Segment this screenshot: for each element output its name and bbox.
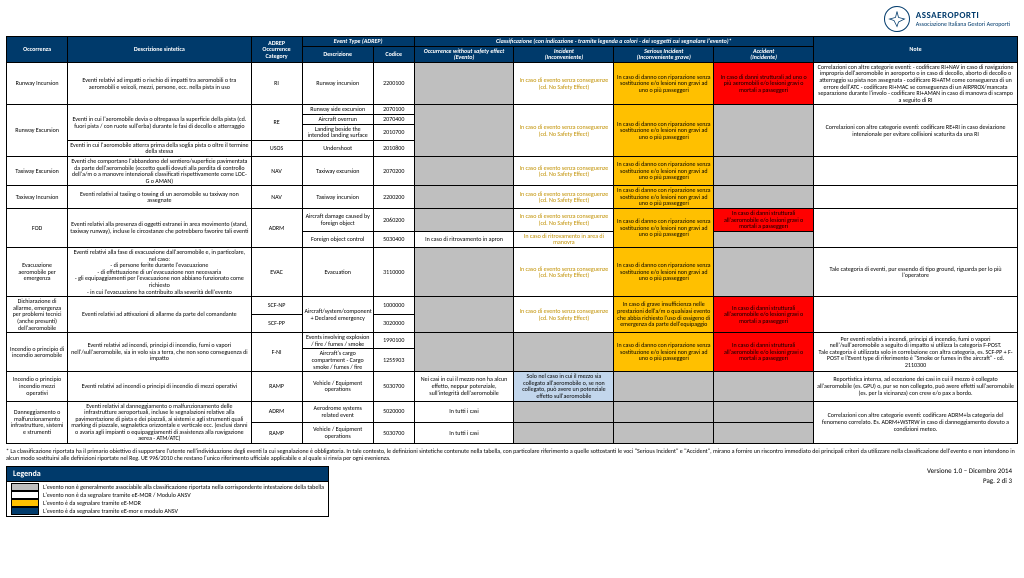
row-infra: Danneggiamento o malfunzionamento infras… (7, 401, 1018, 422)
legend-swatch (11, 491, 39, 499)
legend: Legenda L'evento non è generalmente asso… (6, 466, 329, 517)
th-occorrenza: Occorrenza (7, 37, 68, 63)
brand-subtitle: Associazione Italiana Gestori Aeroporti (916, 21, 1010, 28)
legend-swatch (11, 507, 39, 515)
legend-row: L'evento è da segnalare tramite eE-mor e… (7, 507, 328, 515)
th-cls2: Incident(Inconveniente) (514, 46, 614, 62)
th-event-type: Event Type (ADREP) (302, 37, 414, 47)
row-fire-ac: Incendio o principio di incendio aeromob… (7, 333, 1018, 349)
logo-area: ASSAEROPORTI Associazione Italiana Gesto… (6, 4, 1018, 36)
th-et-desc: Descrizione (302, 46, 373, 62)
row-runway-excursion: Runway Excursion Eventi in cui l'aeromob… (7, 105, 1018, 115)
row-taxiway-excursion: Taxiway Excursion Eventi che comportano … (7, 156, 1018, 185)
th-et-code: Codice (373, 46, 414, 62)
legend-label: L'evento è da segnalare tramite eE-mor e… (43, 507, 178, 515)
legend-label: L'evento non è generalmente associabile … (43, 483, 324, 491)
th-adrep-cat: ADREP Occurrence Category (251, 37, 302, 63)
footnote: * La classificazione riportata ha il pri… (6, 448, 1018, 462)
row-fire-veh: Incendio o principio incendio mezzi oper… (7, 372, 1018, 401)
th-cls3: Serious Incident(Inconveniente grave) (614, 46, 714, 62)
row-taxiway-incursion: Taxiway Incursion Eventi relativi al tax… (7, 186, 1018, 209)
row-fod: FOD Eventi relativi alla presenza di ogg… (7, 209, 1018, 232)
logo-icon (884, 6, 910, 32)
row-evac: Evacuazione aeromobile per emergenza Eve… (7, 248, 1018, 297)
th-note: Note (814, 37, 1018, 63)
classification-table: Occorrenza Descrizione sintetica ADREP O… (6, 36, 1018, 444)
legend-swatch (11, 483, 39, 491)
legend-row: L'evento è da segnalare tramite eE-MOR (7, 499, 328, 507)
th-cls1: Occurrence without safety effect(Evento) (414, 46, 514, 62)
legend-row: L'evento non è da segnalare tramite eE-M… (7, 491, 328, 499)
version-info: Versione 1.0 – Dicembre 2014 Pag. 2 di 3 (927, 466, 1018, 486)
legend-row: L'evento non è generalmente associabile … (7, 483, 328, 491)
legend-label: L'evento è da segnalare tramite eE-MOR (43, 499, 141, 507)
th-descrizione: Descrizione sintetica (68, 37, 251, 63)
th-cls4: Accident(Incidente) (714, 46, 814, 62)
th-classification: Classificazione (con indicazione - trami… (414, 37, 813, 47)
legend-title: Legenda (7, 467, 328, 482)
legend-label: L'evento non è da segnalare tramite eE-M… (43, 491, 191, 499)
legend-swatch (11, 499, 39, 507)
row-scf: Dichiarazione di allarme, emergenza per … (7, 297, 1018, 315)
row-runway-incursion: Runway Incursion Eventi relativi ad impa… (7, 62, 1018, 105)
